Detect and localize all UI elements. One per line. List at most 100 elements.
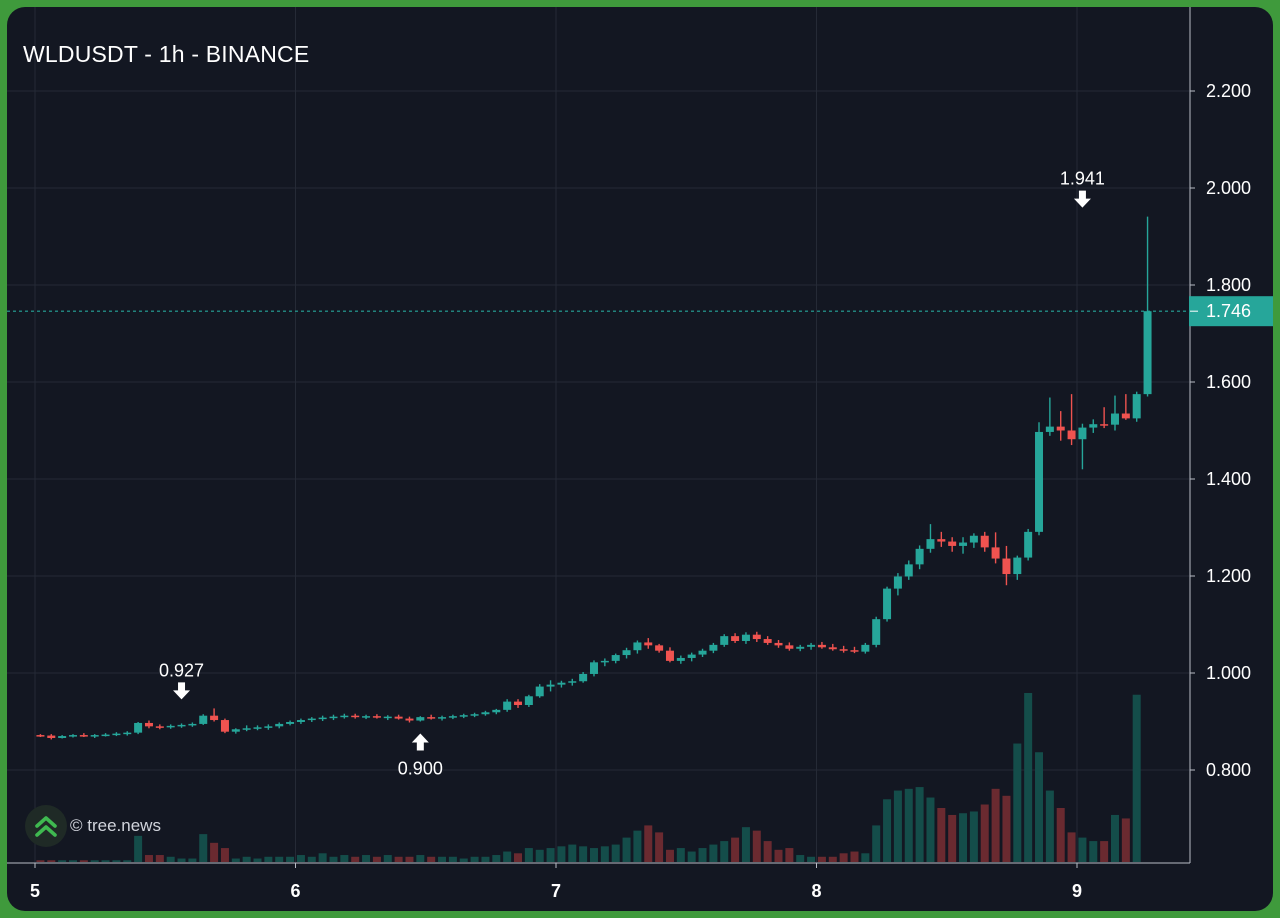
volume-bar [893, 790, 902, 862]
candle-body [557, 682, 566, 685]
high-annotation-0927-label: 0.927 [159, 660, 204, 680]
y-tick-label: 1.600 [1206, 372, 1251, 392]
volume-bar [611, 844, 620, 862]
volume-bar [394, 856, 403, 862]
candle-body [731, 636, 740, 641]
candle [655, 643, 664, 653]
candle [557, 680, 566, 688]
candle [188, 722, 197, 727]
candle [36, 734, 45, 738]
candle [318, 715, 327, 722]
volume-bar [904, 788, 913, 862]
candle-body [1035, 431, 1044, 532]
candle-body [318, 717, 327, 720]
volume-bar [307, 856, 316, 862]
volume-bar [459, 858, 468, 862]
candle-body [459, 715, 468, 717]
candle-body [926, 539, 935, 549]
volume-bar [785, 848, 794, 862]
candle-body [514, 701, 523, 706]
candle [1013, 555, 1022, 580]
volume-bar [828, 856, 837, 862]
volume-bar [199, 834, 208, 862]
candle-body [372, 716, 381, 718]
candle-body [438, 717, 447, 719]
candle-body [68, 735, 77, 737]
candle [199, 714, 208, 725]
candle [1110, 395, 1119, 431]
candle [340, 713, 349, 719]
candle-body [850, 650, 859, 652]
volume-bar [166, 856, 175, 862]
candle [828, 643, 837, 651]
candle-body [199, 715, 208, 724]
last-price-badge [1189, 296, 1273, 327]
candle [926, 524, 935, 553]
candle-body [763, 639, 772, 643]
candle [123, 731, 132, 736]
volume-bar [1056, 807, 1065, 862]
candle-body [1024, 531, 1033, 558]
candle [785, 642, 794, 651]
volume-bar [752, 830, 761, 862]
candle-body [155, 726, 164, 728]
candle-body [904, 564, 913, 577]
volume-bar [655, 832, 664, 862]
volume-bar [665, 849, 674, 862]
candle [155, 724, 164, 730]
candle-body [1078, 427, 1087, 440]
candle [503, 699, 512, 712]
candle-body [1100, 424, 1109, 426]
candle [991, 532, 1000, 564]
volume-bar [286, 856, 295, 862]
volume-bar [90, 860, 99, 862]
volume-bar [123, 860, 132, 862]
candle-body [1045, 426, 1054, 432]
grid [7, 7, 1190, 863]
price-chart[interactable]: 0.927 0.900 1.941 2.200 2.000 1.800 1.600 1.400… [7, 7, 1273, 911]
volume-bar [1089, 841, 1098, 862]
candle [492, 708, 501, 715]
volume-bar [969, 811, 978, 862]
volume-bar [872, 825, 881, 862]
candle [112, 732, 121, 737]
double-chevron-up-icon [25, 805, 67, 847]
candle [1143, 216, 1152, 397]
candle [459, 713, 468, 719]
candle-body [828, 647, 837, 650]
candle [665, 647, 674, 663]
candle-body [427, 717, 436, 719]
candle [622, 647, 631, 659]
volume-bar [231, 858, 240, 862]
candle-body [383, 716, 392, 719]
candle [752, 631, 761, 642]
candle-body [1013, 557, 1022, 575]
candle [90, 734, 99, 738]
volume-bar [883, 799, 892, 862]
candle [264, 724, 273, 730]
candle-body [948, 541, 957, 546]
volume-bar [959, 813, 968, 862]
candle-body [1121, 413, 1130, 419]
y-tick-label: 2.000 [1206, 178, 1251, 198]
volume-bar [1132, 694, 1141, 862]
candle-body [959, 542, 968, 546]
volume-bar [134, 835, 143, 862]
volume-bar [579, 846, 588, 862]
candle-body [807, 644, 816, 647]
candle [514, 699, 523, 708]
candle [839, 645, 848, 653]
volume-bar [514, 853, 523, 862]
volume-bar [448, 856, 457, 862]
y-tick-label: 1.800 [1206, 275, 1251, 295]
volume-bar [546, 848, 555, 862]
volume-bar [427, 856, 436, 862]
volume-bar [557, 846, 566, 862]
candle [774, 640, 783, 648]
candle-body [969, 535, 978, 543]
candle-body [655, 645, 664, 651]
candle-body [611, 655, 620, 661]
candle-body [47, 735, 56, 738]
volume-bar [79, 860, 88, 862]
candle-body [188, 723, 197, 726]
